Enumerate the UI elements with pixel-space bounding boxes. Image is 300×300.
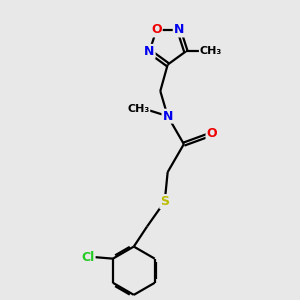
Text: N: N — [174, 23, 184, 37]
Text: CH₃: CH₃ — [127, 104, 149, 114]
Text: O: O — [206, 127, 217, 140]
Text: CH₃: CH₃ — [200, 46, 222, 56]
Text: O: O — [151, 23, 162, 37]
Text: Cl: Cl — [81, 251, 94, 264]
Text: N: N — [144, 45, 155, 58]
Text: N: N — [163, 110, 173, 123]
Text: S: S — [160, 195, 169, 208]
